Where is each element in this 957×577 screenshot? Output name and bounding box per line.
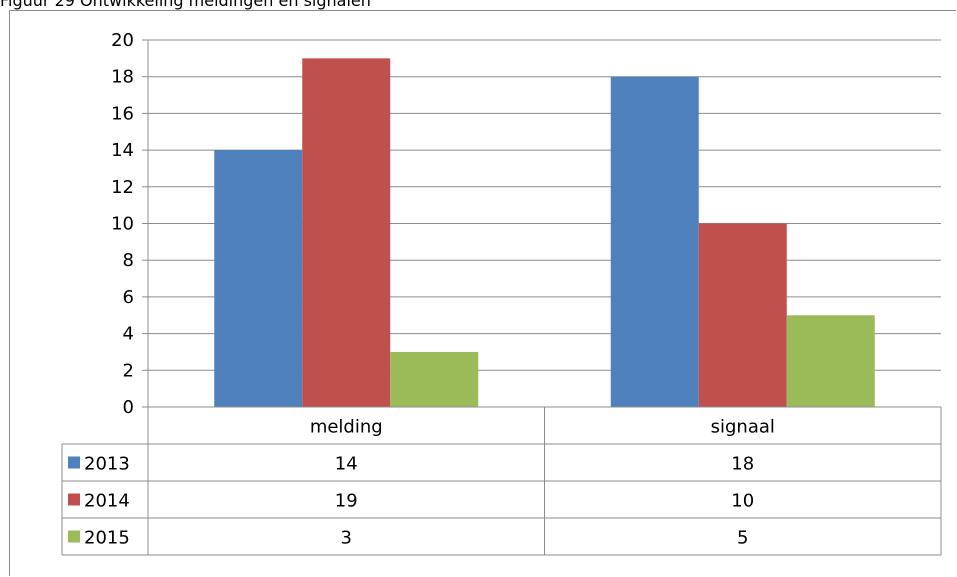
table-value: 10 <box>731 491 754 512</box>
y-tick-label: 12 <box>111 177 134 198</box>
table-value: 19 <box>335 491 358 512</box>
y-axis-ticks: 0 2 4 6 8 10 12 14 16 18 20 <box>111 30 134 418</box>
y-tick-label: 6 <box>123 287 134 308</box>
bar-2013-melding <box>214 150 303 407</box>
legend-label: 2014 <box>84 491 130 512</box>
table-value: 5 <box>737 528 748 549</box>
bar-2015-melding <box>390 351 479 407</box>
legend-label: 2015 <box>84 528 130 549</box>
table-value: 3 <box>341 528 352 549</box>
y-tick-label: 18 <box>111 67 134 88</box>
table-value: 18 <box>731 454 754 475</box>
chart-frame <box>9 10 956 576</box>
legend-key-2014 <box>68 493 80 506</box>
category-label: melding <box>310 417 383 438</box>
data-table: melding signaal 2013 14 18 2014 19 10 2015 3 5 <box>61 406 942 556</box>
legend-key-2015 <box>68 530 80 543</box>
bar-2014-melding <box>302 58 391 407</box>
y-tick-label: 10 <box>111 214 134 235</box>
y-tick-label: 0 <box>123 397 134 418</box>
bars <box>214 58 875 407</box>
figure-caption: Figuur 29 Ontwikkeling meldingen en sign… <box>0 0 371 10</box>
legend-key-2013 <box>68 456 80 469</box>
y-tick-label: 8 <box>123 250 134 271</box>
bar-2014-signaal <box>698 223 787 407</box>
bar-2015-signaal <box>786 315 875 407</box>
bar-2013-signaal <box>610 76 699 407</box>
y-tick-label: 4 <box>123 324 134 345</box>
legend-label: 2013 <box>84 454 130 475</box>
y-tick-label: 16 <box>111 103 134 124</box>
table-value: 14 <box>335 454 358 475</box>
category-label: signaal <box>711 417 775 438</box>
y-tick-label: 14 <box>111 140 134 161</box>
y-tick-label: 20 <box>111 30 134 51</box>
y-tick-label: 2 <box>123 360 134 381</box>
